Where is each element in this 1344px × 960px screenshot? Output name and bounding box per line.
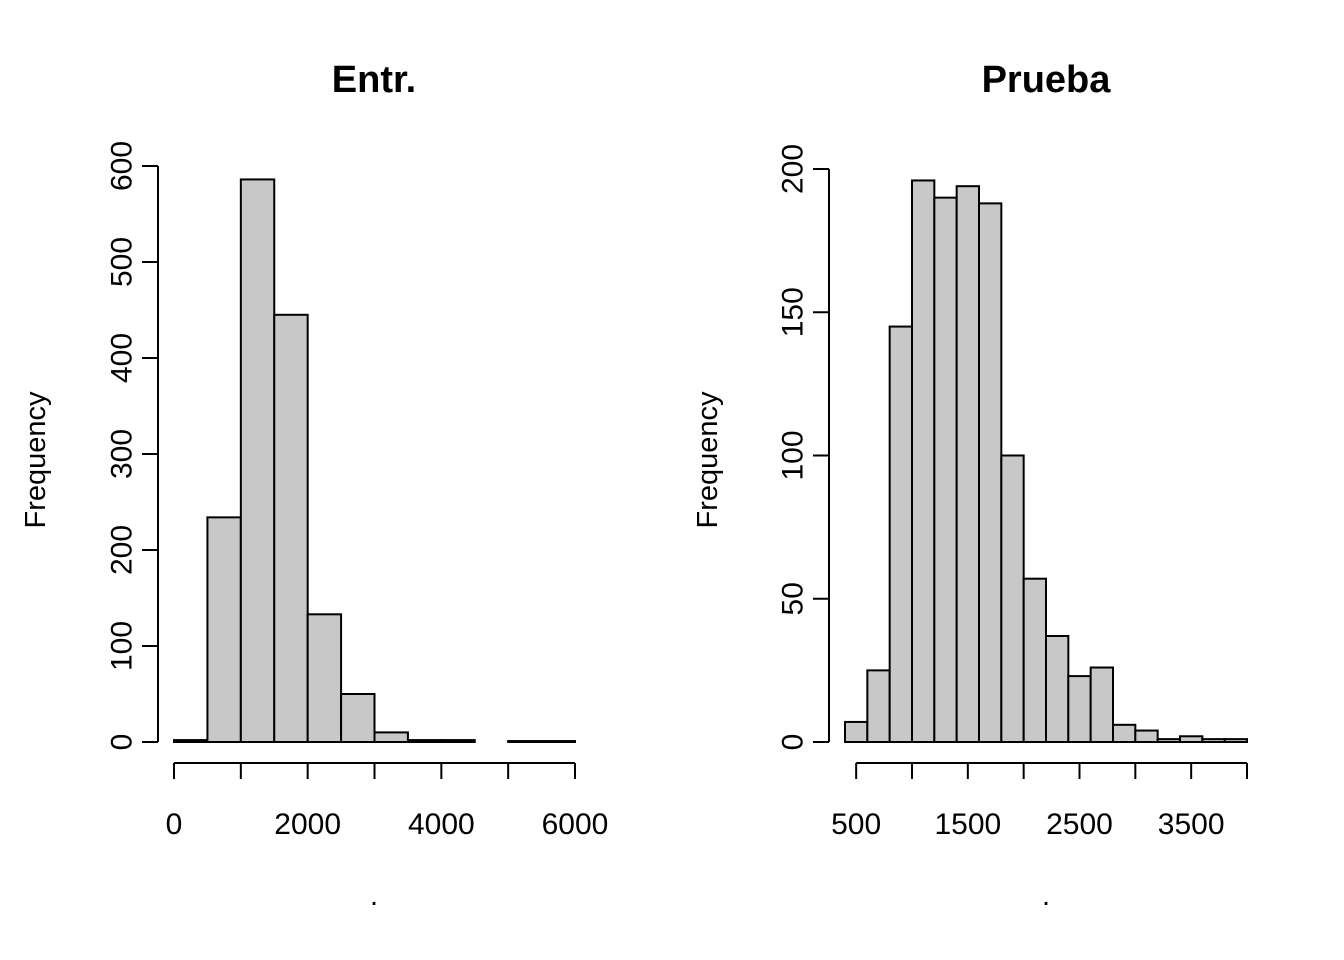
- histogram-bar: [1112, 723, 1137, 743]
- histogram-bar: [1156, 738, 1181, 744]
- y-axis: 0 50 100 150 200: [777, 144, 830, 750]
- histogram-bar: [1045, 634, 1070, 743]
- y-tick-label: 0: [777, 734, 810, 751]
- x-tick-label: 4000: [408, 808, 475, 841]
- histogram-bar: [239, 178, 276, 743]
- x-tick-label: 2000: [274, 808, 341, 841]
- x-axis-label: .: [370, 880, 378, 912]
- histogram-bar: [1201, 738, 1226, 744]
- histogram-bar: [1089, 666, 1114, 744]
- y-tick-label: 200: [106, 525, 139, 575]
- histogram-bar: [1134, 729, 1159, 743]
- histogram-bar: [440, 739, 476, 744]
- bars: [173, 178, 576, 744]
- panel-prueba: Prueba 0 50 100 150 200 500 1500 2500 3500. Freque…: [692, 59, 1248, 912]
- y-tick-label: 300: [106, 429, 139, 479]
- histogram-bar: [1179, 735, 1204, 744]
- x-tick-label: 1500: [934, 808, 1001, 841]
- histogram-bar: [911, 179, 936, 743]
- histogram-bar: [933, 196, 958, 743]
- histogram-bar: [1022, 577, 1048, 743]
- histogram-bar: [507, 740, 543, 743]
- histogram-bar: [844, 720, 869, 744]
- x-tick-label: 500: [831, 808, 881, 841]
- y-tick-label: 100: [777, 430, 810, 480]
- y-tick-label: 600: [106, 141, 139, 191]
- histogram-bar: [373, 731, 409, 744]
- chart-title: Prueba: [982, 59, 1112, 101]
- y-tick-label: 50: [777, 582, 810, 615]
- y-tick-label: 100: [106, 621, 139, 671]
- y-tick-label: 500: [106, 237, 139, 287]
- y-tick-label: 200: [777, 144, 810, 194]
- histogram-bar: [888, 325, 914, 743]
- x-tick-label: 0: [166, 808, 183, 841]
- x-axis-label: .: [1042, 880, 1050, 912]
- bars: [844, 179, 1248, 744]
- histogram-bar: [206, 516, 242, 743]
- y-axis: 0 100 200 300 400 500 600: [106, 141, 159, 750]
- histogram-bar: [955, 185, 981, 743]
- x-tick-label: 3500: [1158, 808, 1225, 841]
- histogram-bar: [540, 740, 576, 743]
- histogram-bar: [406, 739, 443, 744]
- x-axis: 0 2000 4000 6000: [166, 762, 609, 841]
- histogram-bar: [978, 202, 1003, 743]
- histogram-bar: [866, 669, 891, 743]
- y-tick-label: 150: [777, 287, 810, 337]
- y-axis-label: Frequency: [692, 391, 724, 529]
- x-tick-label: 6000: [542, 808, 609, 841]
- histogram-bar: [1223, 738, 1248, 744]
- histogram-bar: [340, 693, 376, 743]
- histogram-bar: [306, 613, 343, 744]
- x-tick-label: 2500: [1046, 808, 1113, 841]
- histogram-bar: [273, 313, 309, 743]
- histogram-bar: [1067, 675, 1092, 743]
- x-axis: 500 1500 2500 3500: [831, 762, 1248, 841]
- y-axis-label: Frequency: [20, 391, 52, 529]
- y-tick-label: 400: [106, 333, 139, 383]
- histogram-bar: [173, 739, 209, 744]
- y-tick-label: 0: [106, 734, 139, 751]
- histogram-bar: [1000, 454, 1025, 743]
- chart-title: Entr.: [332, 59, 416, 101]
